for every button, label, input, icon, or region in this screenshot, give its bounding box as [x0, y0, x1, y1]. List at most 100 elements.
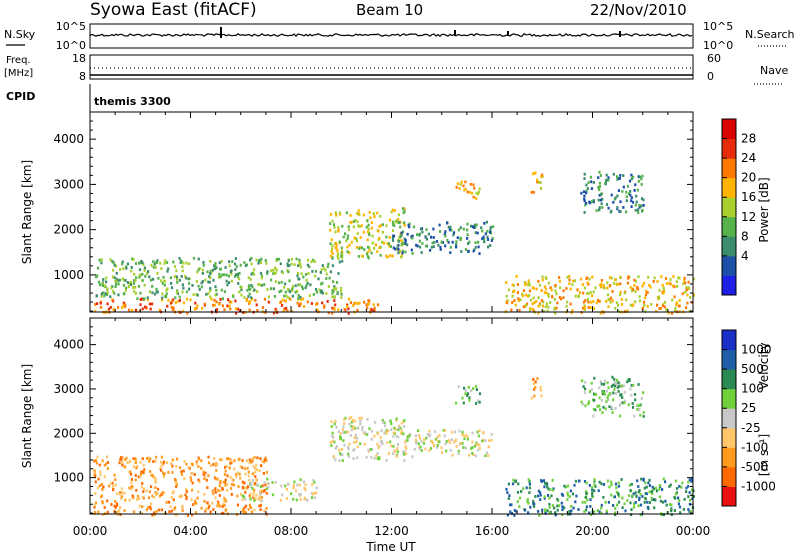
- data-cell: [536, 178, 539, 182]
- data-cell: [344, 416, 347, 420]
- data-cell: [379, 436, 382, 439]
- data-cell: [265, 262, 268, 265]
- data-cell: [425, 237, 428, 241]
- data-cell: [155, 455, 158, 459]
- data-cell: [197, 478, 200, 482]
- data-cell: [387, 242, 391, 245]
- data-cell: [416, 233, 419, 236]
- data-cell: [400, 432, 403, 435]
- data-cell: [648, 501, 651, 504]
- data-cell: [210, 464, 213, 468]
- data-cell: [253, 482, 257, 485]
- data-cell: [645, 485, 648, 489]
- data-cell: [348, 442, 351, 446]
- data-cell: [181, 269, 184, 273]
- data-cell: [570, 509, 573, 513]
- data-cell: [585, 191, 588, 195]
- data-cell: [307, 272, 310, 275]
- data-cell: [290, 289, 293, 292]
- data-cell: [333, 440, 336, 444]
- data-cell: [366, 252, 369, 256]
- data-cell: [143, 266, 146, 270]
- data-cell: [119, 458, 122, 461]
- data-cell: [149, 502, 153, 506]
- data-cell: [593, 376, 596, 380]
- data-cell: [316, 302, 319, 305]
- data-cell: [627, 494, 631, 497]
- data-cell: [634, 491, 637, 494]
- data-cell: [602, 495, 605, 499]
- data-cell: [112, 488, 115, 491]
- data-cell: [616, 194, 619, 198]
- data-cell: [365, 225, 368, 229]
- data-cell: [355, 246, 358, 249]
- data-cell: [365, 303, 368, 307]
- data-cell: [261, 459, 264, 463]
- data-cell: [605, 389, 608, 393]
- data-cell: [114, 283, 118, 286]
- data-cell: [463, 386, 466, 390]
- data-cell: [460, 180, 463, 184]
- data-cell: [545, 302, 548, 306]
- data-cell: [638, 498, 641, 502]
- data-cell: [450, 228, 453, 232]
- data-cell: [367, 230, 370, 234]
- data-cell: [531, 286, 534, 290]
- data-cell: [226, 474, 229, 478]
- data-cell: [173, 265, 177, 268]
- data-cell: [616, 177, 619, 181]
- data-cell: [592, 290, 595, 294]
- data-cell: [114, 500, 117, 503]
- data-cell: [540, 289, 543, 292]
- data-cell: [633, 284, 636, 287]
- data-cell: [250, 506, 253, 509]
- data-cell: [207, 292, 210, 296]
- data-cell: [366, 251, 369, 254]
- data-cell: [335, 213, 338, 217]
- data-cell: [128, 308, 131, 312]
- data-cell: [610, 493, 613, 497]
- data-cell: [522, 305, 525, 309]
- data-cell: [372, 309, 375, 312]
- data-cell: [540, 299, 544, 302]
- data-cell: [94, 309, 97, 313]
- data-cell: [352, 457, 355, 460]
- data-cell: [646, 304, 649, 308]
- data-cell: [329, 222, 332, 225]
- data-cell: [215, 300, 218, 304]
- data-cell: [630, 199, 633, 203]
- data-cell: [443, 434, 446, 438]
- data-cell: [472, 453, 475, 456]
- data-cell: [95, 294, 98, 298]
- data-cell: [513, 509, 516, 512]
- data-cell: [613, 495, 616, 499]
- data-cell: [293, 263, 296, 267]
- data-cell: [506, 301, 509, 305]
- data-cell: [588, 390, 591, 393]
- data-cell: [542, 479, 545, 482]
- data-cell: [348, 251, 351, 255]
- colorbar-tick-label: 12: [741, 210, 756, 224]
- data-cell: [219, 275, 222, 279]
- data-cell: [685, 306, 688, 309]
- data-cell: [685, 288, 688, 292]
- data-cell: [574, 479, 578, 483]
- data-cell: [513, 299, 516, 302]
- data-cell: [566, 493, 570, 497]
- data-cell: [457, 228, 461, 232]
- data-cell: [634, 279, 637, 283]
- data-cell: [326, 300, 329, 303]
- data-cell: [549, 301, 552, 304]
- data-cell: [474, 231, 477, 234]
- data-cell: [526, 498, 529, 502]
- data-cell: [235, 307, 238, 311]
- data-cell: [223, 497, 226, 501]
- data-cell: [400, 255, 403, 259]
- data-cell: [397, 213, 400, 217]
- data-cell: [303, 487, 306, 490]
- data-cell: [459, 237, 462, 241]
- data-cell: [620, 384, 623, 388]
- data-cell: [331, 247, 334, 251]
- data-cell: [214, 464, 217, 467]
- data-cell: [141, 495, 144, 499]
